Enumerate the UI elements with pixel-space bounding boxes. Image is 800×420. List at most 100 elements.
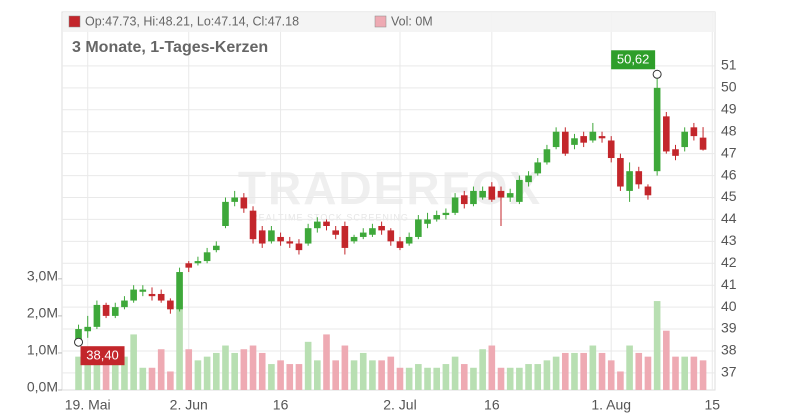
y-tick-label: 39 <box>721 320 737 336</box>
y-tick-label: 45 <box>721 188 737 204</box>
candle-body <box>653 87 661 172</box>
candle-body <box>415 219 422 237</box>
extreme-label: 38,40 <box>86 348 119 363</box>
y-tick-label: 37 <box>721 364 737 380</box>
volume-bar <box>332 360 339 390</box>
candle-body <box>277 236 284 242</box>
volume-bar <box>488 345 496 390</box>
watermark: TRADERFOX <box>238 162 542 214</box>
candle-body <box>644 186 652 196</box>
candle-body <box>497 190 505 198</box>
volume-bar <box>506 367 514 390</box>
volume-bar <box>405 367 413 390</box>
volume-bar <box>415 364 422 390</box>
candle-body <box>506 193 514 198</box>
volume-bar <box>148 367 156 390</box>
candle-body <box>240 197 248 209</box>
legend-swatch <box>68 15 81 28</box>
candle-body <box>681 131 688 148</box>
volume-bar <box>203 356 211 390</box>
volume-bar <box>84 356 92 390</box>
candle-body <box>93 304 101 327</box>
candle-body <box>433 215 441 220</box>
volume-bar <box>102 360 110 390</box>
x-tick-label: 15 <box>704 397 720 413</box>
y-tick-label: 49 <box>721 100 737 116</box>
candle-body <box>690 127 698 137</box>
candle-body <box>121 300 128 308</box>
x-tick-label: 2. Jun <box>170 397 208 413</box>
candle-body <box>286 241 294 244</box>
volume-bar <box>571 352 578 390</box>
candle-body <box>148 293 156 297</box>
candle-body <box>185 263 193 268</box>
y2-tick-label: 1,0M <box>27 342 58 358</box>
volume-bar <box>369 360 376 390</box>
candle-body <box>424 219 431 224</box>
y-tick-label: 44 <box>721 210 737 226</box>
candle-body <box>231 197 238 202</box>
volume-bar <box>304 341 312 390</box>
volume-bar <box>93 352 101 390</box>
legend-bar <box>63 12 715 32</box>
candle-body <box>626 171 633 191</box>
candle-body <box>543 149 551 163</box>
candle-body <box>479 190 486 198</box>
candle-body <box>249 210 257 240</box>
extreme-label-box <box>611 50 656 70</box>
candle-body <box>488 186 496 200</box>
volume-bar <box>653 301 661 390</box>
candle-body <box>617 158 624 187</box>
candle-body <box>84 326 92 332</box>
y-tick-label: 51 <box>721 57 737 73</box>
volume-bar <box>157 349 165 390</box>
volume-bar <box>598 352 606 390</box>
candle-body <box>222 201 229 226</box>
volume-bar <box>451 356 459 390</box>
volume-bar <box>479 349 486 390</box>
candle-body <box>167 300 174 310</box>
volume-bar <box>690 356 698 390</box>
candle-body <box>635 171 643 185</box>
candle-body <box>295 243 303 251</box>
legend-swatch <box>374 15 387 28</box>
volume-bar <box>635 352 643 390</box>
extreme-marker <box>74 337 84 347</box>
volume-bar <box>580 352 587 390</box>
y-tick-label: 40 <box>721 298 737 314</box>
candle-body <box>396 241 404 248</box>
candle-body <box>589 131 597 141</box>
candle-body <box>359 232 367 237</box>
volume-bar <box>433 367 441 390</box>
volume-bar <box>516 367 523 390</box>
volume-bar <box>212 352 220 390</box>
x-tick-label: 1. Aug <box>591 397 631 413</box>
volume-bar <box>497 367 505 390</box>
volume-bar <box>176 289 183 390</box>
candle-body <box>258 230 266 244</box>
volume-bar <box>359 352 367 390</box>
legend-ohlc: Op:47.73, Hi:48.21, Lo:47.14, Cl:47.18 <box>85 14 299 28</box>
x-tick-label: 16 <box>273 397 289 413</box>
legend-volume: Vol: 0M <box>391 14 433 28</box>
volume-bar <box>378 360 385 390</box>
volume-bar <box>194 360 202 390</box>
y2-tick-label: 3,0M <box>27 268 58 284</box>
volume-bar <box>470 367 477 390</box>
candle-body <box>607 140 615 159</box>
candle-body <box>525 175 532 183</box>
volume-bar <box>350 360 358 390</box>
volume-bar <box>249 345 257 390</box>
volume-bar <box>663 330 670 390</box>
volume-bar <box>699 360 707 390</box>
candle-body <box>157 293 165 301</box>
volume-bar <box>323 334 330 390</box>
candle-body <box>75 329 82 343</box>
candle-body <box>212 245 220 251</box>
watermark-sub: REALTIME STOCK SCREENING <box>251 212 409 222</box>
volume-bar <box>130 334 137 390</box>
y-tick-label: 38 <box>721 342 737 358</box>
extreme-label-box <box>80 346 125 366</box>
volume-bar <box>314 360 321 390</box>
